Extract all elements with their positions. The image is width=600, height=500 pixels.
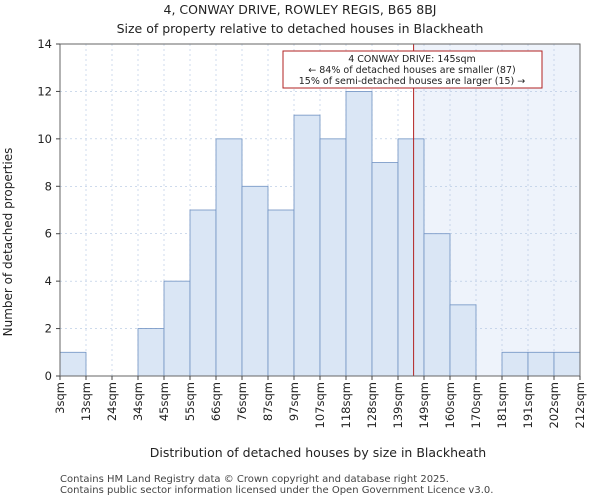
bars [59,91,581,377]
y-tick-label: 14 [37,37,52,51]
bar-76sqm [241,185,269,377]
bar-128sqm [371,162,399,377]
annotation-border [282,50,543,89]
chart-title: 4, CONWAY DRIVE, ROWLEY REGIS, B65 8BJ [164,2,437,17]
bar-139sqm [397,138,425,377]
y-tick-label: 12 [37,84,52,98]
y-axis: 0 2 4 6 8 10 12 14 [37,37,60,383]
x-tick-label: 34sqm [131,382,145,421]
y-tick-label: 0 [45,369,52,383]
x-tick-label: 24sqm [105,382,119,421]
bar-118sqm [345,91,373,377]
x-tick-label: 3sqm [53,382,67,414]
x-axis-label: Distribution of detached houses by size … [150,445,486,460]
bar-87sqm [267,209,295,377]
bar-34sqm [137,328,165,377]
bar-66sqm [215,138,243,377]
bar-202sqm [553,351,581,377]
x-axis: 3sqm 13sqm 24sqm 34sqm 45sqm 55sqm 66sqm 76sqm 8… [53,376,587,428]
x-tick-label: 191sqm [521,382,535,428]
x-tick-label: 160sqm [443,382,457,428]
x-tick-label: 76sqm [235,382,249,421]
x-tick-label: 212sqm [573,382,587,428]
x-tick-label: 45sqm [157,382,171,421]
y-tick-label: 4 [45,274,52,288]
bar-3sqm [59,351,87,377]
footer-copyright: Contains HM Land Registry data © Crown c… [60,474,449,485]
x-tick-label: 13sqm [79,382,93,421]
x-tick-label: 139sqm [391,382,405,428]
annotation-line-2: ← 84% of detached houses are smaller (87… [308,65,515,76]
x-tick-label: 118sqm [339,382,353,428]
y-tick-label: 6 [45,227,52,241]
x-tick-label: 202sqm [547,382,561,428]
x-tick-label: 87sqm [261,382,275,421]
annotation-box: 4 CONWAY DRIVE: 145sqm ← 84% of detached… [282,50,543,89]
bar-55sqm [189,209,217,377]
y-tick-label: 2 [45,322,52,336]
y-tick-label: 8 [45,179,52,193]
bar-45sqm [163,280,191,377]
x-tick-label: 66sqm [209,382,223,421]
x-tick-label: 55sqm [183,382,197,421]
x-tick-label: 97sqm [287,382,301,421]
x-tick-label: 149sqm [417,382,431,428]
footer-licence: Contains public sector information licen… [60,485,494,496]
x-tick-label: 181sqm [495,382,509,428]
x-tick-label: 170sqm [469,382,483,428]
bar-181sqm [501,351,529,377]
bar-107sqm [319,138,347,377]
y-tick-label: 10 [37,132,52,146]
x-tick-label: 128sqm [365,382,379,428]
bar-149sqm [423,233,451,377]
annotation-line-3: 15% of semi-detached houses are larger (… [299,76,526,87]
bar-160sqm [449,304,477,377]
y-axis-label: Number of detached properties [1,148,15,337]
bar-191sqm [527,351,555,377]
annotation-line-1: 4 CONWAY DRIVE: 145sqm [348,54,476,65]
bar-97sqm [293,114,321,377]
x-tick-label: 107sqm [313,382,327,428]
chart-subtitle: Size of property relative to detached ho… [117,21,484,36]
